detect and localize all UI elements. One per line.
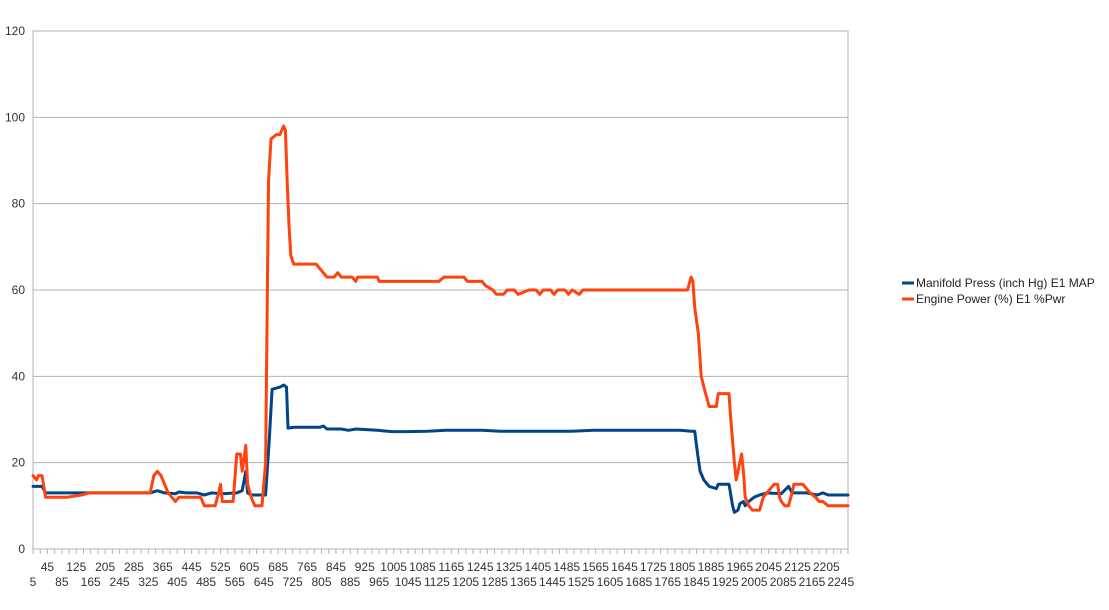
x-tick-label-685: 685 — [268, 560, 288, 574]
x-tick-label-1205: 1205 — [452, 575, 479, 589]
x-tick-label-45: 45 — [41, 560, 55, 574]
y-tick-label-100: 100 — [5, 110, 25, 124]
x-tick-label-645: 645 — [254, 575, 274, 589]
x-tick-label-485: 485 — [196, 575, 216, 589]
x-tick-label-885: 885 — [340, 575, 360, 589]
x-tick-label-125: 125 — [66, 560, 86, 574]
x-tick-label-405: 405 — [167, 575, 187, 589]
x-tick-label-165: 165 — [81, 575, 101, 589]
x-axis-ticks: 5 85 165 245 325 405 485 565 645 725 805 885 965 1045… — [30, 549, 854, 589]
x-tick-label-1965: 1965 — [726, 560, 753, 574]
x-tick-label-805: 805 — [311, 575, 331, 589]
x-tick-label-925: 925 — [355, 560, 375, 574]
x-tick-label-765: 765 — [297, 560, 317, 574]
x-tick-label-325: 325 — [138, 575, 158, 589]
x-tick-label-2045: 2045 — [755, 560, 782, 574]
x-tick-label-2165: 2165 — [799, 575, 826, 589]
series-line-1 — [31, 124, 850, 512]
series-line-0 — [31, 383, 850, 514]
x-tick-label-1565: 1565 — [582, 560, 609, 574]
y-tick-label-0: 0 — [18, 542, 25, 556]
chart-series — [31, 124, 850, 514]
x-tick-label-1005: 1005 — [380, 560, 407, 574]
x-tick-label-1765: 1765 — [654, 575, 681, 589]
x-tick-label-2125: 2125 — [784, 560, 811, 574]
x-tick-label-1045: 1045 — [395, 575, 422, 589]
x-tick-label-85: 85 — [55, 575, 69, 589]
x-tick-label-725: 725 — [283, 575, 303, 589]
y-tick-label-60: 60 — [12, 283, 26, 297]
x-tick-label-2245: 2245 — [827, 575, 854, 589]
chart-grid — [32, 30, 849, 550]
x-tick-label-1685: 1685 — [625, 575, 652, 589]
x-tick-label-845: 845 — [326, 560, 346, 574]
x-tick-label-965: 965 — [369, 575, 389, 589]
y-tick-label-120: 120 — [5, 24, 25, 38]
x-tick-label-1485: 1485 — [553, 560, 580, 574]
x-tick-label-205: 205 — [95, 560, 115, 574]
x-tick-label-1845: 1845 — [683, 575, 710, 589]
y-axis-ticks: 0 20 40 60 80 100 120 — [5, 24, 25, 556]
x-tick-label-1125: 1125 — [424, 575, 450, 589]
x-tick-label-1245: 1245 — [467, 560, 494, 574]
x-tick-label-365: 365 — [153, 560, 173, 574]
x-tick-label-1285: 1285 — [481, 575, 508, 589]
y-tick-label-20: 20 — [12, 456, 26, 470]
x-tick-label-1165: 1165 — [438, 560, 464, 574]
x-tick-label-1325: 1325 — [496, 560, 523, 574]
legend-label-0: Manifold Press (inch Hg) E1 MAP — [916, 276, 1095, 290]
x-tick-label-1605: 1605 — [597, 575, 624, 589]
x-tick-label-525: 525 — [211, 560, 231, 574]
x-tick-label-565: 565 — [225, 575, 245, 589]
y-tick-label-40: 40 — [12, 369, 26, 383]
x-tick-label-1525: 1525 — [568, 575, 595, 589]
x-tick-label-5: 5 — [30, 575, 37, 589]
x-tick-label-1085: 1085 — [409, 560, 436, 574]
x-tick-label-2085: 2085 — [770, 575, 797, 589]
x-tick-label-2005: 2005 — [741, 575, 768, 589]
x-tick-label-1885: 1885 — [698, 560, 725, 574]
x-tick-label-1445: 1445 — [539, 575, 566, 589]
x-tick-label-605: 605 — [239, 560, 259, 574]
x-tick-label-445: 445 — [182, 560, 202, 574]
x-tick-label-245: 245 — [110, 575, 130, 589]
x-tick-label-285: 285 — [124, 560, 144, 574]
plot-area-border — [32, 30, 849, 550]
x-tick-label-2205: 2205 — [813, 560, 840, 574]
x-tick-label-1645: 1645 — [611, 560, 638, 574]
x-tick-label-1925: 1925 — [712, 575, 739, 589]
x-tick-label-1405: 1405 — [525, 560, 552, 574]
chart-legend: Manifold Press (inch Hg) E1 MAP Engine Po… — [902, 276, 1095, 306]
legend-label-1: Engine Power (%) E1 %Pwr — [916, 292, 1065, 306]
x-tick-label-1365: 1365 — [510, 575, 537, 589]
x-tick-label-1805: 1805 — [669, 560, 696, 574]
y-tick-label-80: 80 — [12, 197, 26, 211]
x-tick-label-1725: 1725 — [640, 560, 667, 574]
